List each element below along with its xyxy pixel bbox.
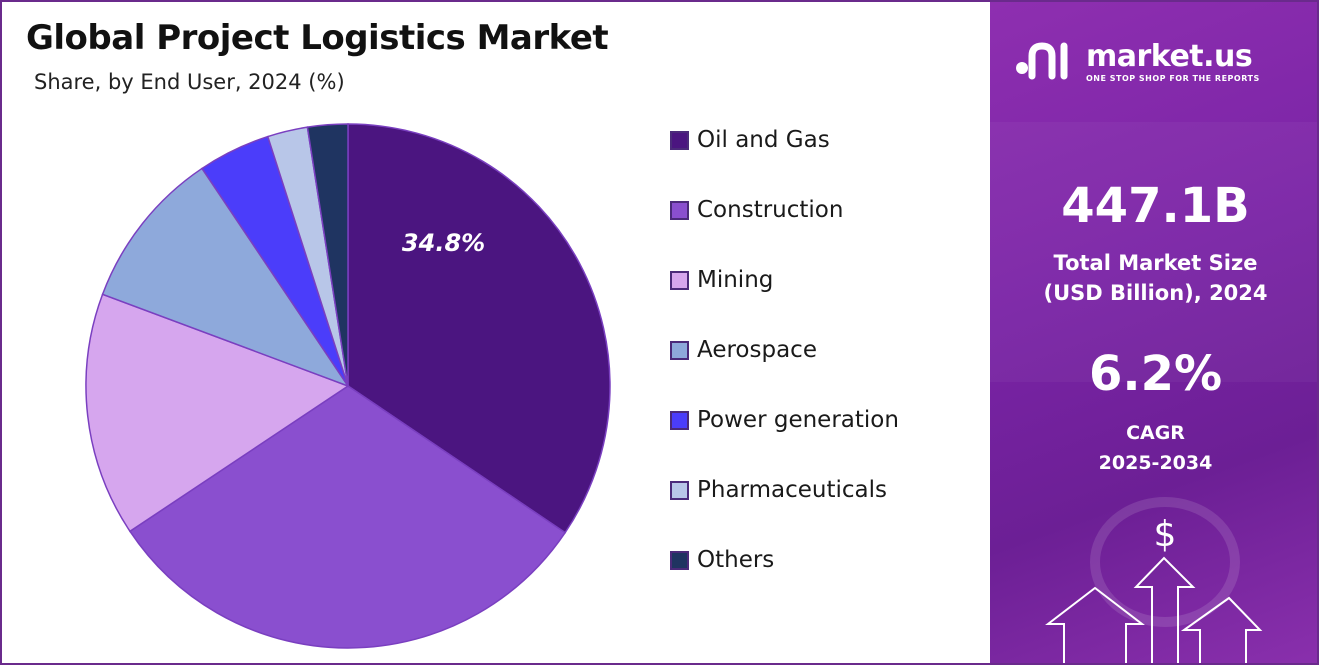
panel-decoration [990, 122, 1317, 663]
market-size-label-line2: (USD Billion), 2024 [1043, 281, 1268, 305]
legend-label: Pharmaceuticals [697, 477, 887, 503]
legend-item-pharmaceuticals: Pharmaceuticals [670, 470, 887, 510]
summary-panel: market.us ONE STOP SHOP FOR THE REPORTS … [990, 2, 1317, 663]
brand-name: market.us [1086, 39, 1253, 74]
legend-swatch [670, 200, 689, 220]
pie-chart: 34.8% [85, 123, 611, 649]
legend-item-power-generation: Power generation [670, 400, 899, 440]
data-label-oil-and-gas: 34.8% [402, 229, 485, 257]
market-size-label-line1: Total Market Size [1053, 251, 1258, 275]
legend-label: Oil and Gas [697, 127, 830, 153]
pie-slice-aerospace [101, 167, 350, 388]
pie-slice-mining [85, 293, 350, 533]
chart-subtitle: Share, by End User, 2024 (%) [34, 70, 345, 94]
legend-item-aerospace: Aerospace [670, 330, 817, 370]
legend-label: Others [697, 547, 775, 573]
legend-swatch [670, 340, 689, 360]
legend-item-mining: Mining [670, 260, 773, 300]
arrow-up-icon [1045, 556, 1263, 663]
legend-swatch [670, 480, 689, 500]
brand-tagline: ONE STOP SHOP FOR THE REPORTS [1086, 74, 1260, 83]
cagr-label: CAGR [1126, 422, 1185, 444]
legend-swatch [670, 270, 689, 290]
pie-slice-oil-and-gas [347, 123, 611, 534]
brand: market.us ONE STOP SHOP FOR THE REPORTS [1010, 38, 1260, 86]
legend-item-construction: Construction [670, 190, 843, 230]
market-size-value: 447.1B [1061, 178, 1250, 234]
legend-item-oil-and-gas: Oil and Gas [670, 120, 830, 160]
dollar-icon: $ [1153, 514, 1177, 555]
pie-slice-others [306, 123, 349, 387]
chart-title: Global Project Logistics Market [26, 18, 609, 58]
legend-swatch [670, 410, 689, 430]
cagr-period: 2025-2034 [1098, 452, 1213, 474]
legend-label: Construction [697, 197, 844, 223]
cagr-value: 6.2% [1088, 346, 1223, 402]
legend-swatch [670, 130, 689, 150]
legend-label: Mining [697, 267, 774, 293]
market-size-label: Total Market Size (USD Billion), 2024 [990, 248, 1317, 308]
legend-item-others: Others [670, 540, 774, 580]
pie-slice-construction [128, 385, 567, 649]
legend-label: Aerospace [697, 337, 817, 363]
legend-swatch [670, 550, 689, 570]
market-us-logo-icon [1016, 42, 1068, 80]
legend-label: Power generation [697, 407, 899, 433]
